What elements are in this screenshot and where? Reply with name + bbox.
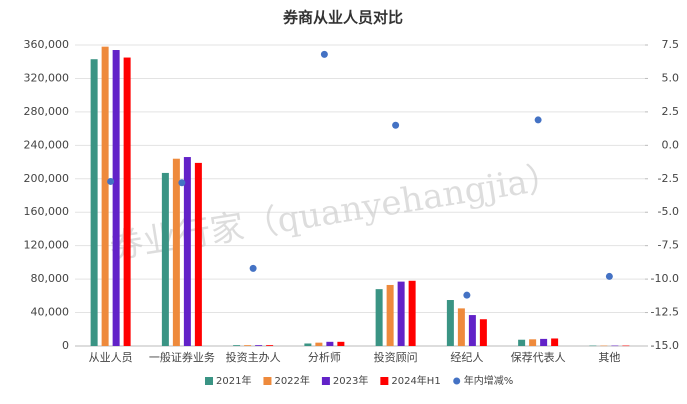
- bar: [468, 315, 476, 346]
- bar: [304, 343, 312, 346]
- bar: [123, 57, 131, 347]
- bar: [244, 345, 252, 346]
- bar: [337, 341, 345, 346]
- bar: [479, 319, 487, 346]
- bar: [518, 339, 526, 346]
- y2-tick-label: 5.0: [662, 71, 680, 84]
- scatter-point: [392, 121, 400, 129]
- y-tick-label: 240,000: [24, 138, 70, 151]
- bar: [101, 46, 109, 347]
- scatter-point: [534, 116, 542, 124]
- bar: [446, 300, 454, 346]
- scatter-point: [320, 50, 328, 58]
- scatter-point: [605, 272, 613, 280]
- x-tick-label: 一般证券业务: [149, 350, 215, 364]
- bar: [255, 345, 263, 346]
- bar: [457, 308, 465, 346]
- bar: [529, 339, 537, 346]
- bar: [397, 281, 405, 346]
- x-tick-label: 分析师: [308, 350, 341, 364]
- x-tick-label: 保荐代表人: [511, 350, 566, 364]
- chart-title: 券商从业人员对比: [283, 9, 403, 27]
- y-tick-label: 80,000: [31, 272, 70, 285]
- bar: [375, 289, 383, 346]
- y2-tick-label: 7.5: [662, 38, 680, 51]
- y-tick-label: 120,000: [24, 239, 70, 252]
- scatter-point: [178, 179, 186, 187]
- y2-tick-label: -7.5: [658, 239, 679, 252]
- y-tick-label: 320,000: [24, 71, 70, 84]
- bar: [90, 59, 98, 346]
- bar: [161, 172, 169, 346]
- scatter-point: [107, 177, 115, 185]
- y2-tick-label: 0.0: [662, 138, 680, 151]
- y2-tick-label: -12.5: [651, 306, 679, 319]
- y2-tick-label: -10.0: [651, 272, 679, 285]
- bar: [233, 345, 241, 346]
- y-tick-label: 40,000: [31, 306, 70, 319]
- y2-tick-label: 2.5: [662, 105, 680, 118]
- y-tick-label: 280,000: [24, 105, 70, 118]
- legend-label: 2021年: [216, 374, 251, 387]
- legend-label: 2022年: [274, 374, 309, 387]
- bar: [386, 284, 394, 346]
- bar: [112, 50, 120, 347]
- y-tick-label: 360,000: [24, 38, 70, 51]
- legend-swatch: [380, 377, 389, 385]
- y-tick-label: 0: [62, 339, 69, 352]
- bar: [408, 280, 416, 346]
- bar: [600, 345, 608, 347]
- y2-tick-label: -15.0: [651, 339, 679, 352]
- bar: [315, 342, 323, 346]
- y-tick-label: 200,000: [24, 172, 70, 185]
- bar: [326, 341, 334, 346]
- x-tick-label: 从业人员: [89, 351, 133, 364]
- bar: [172, 158, 180, 346]
- scatter-point: [463, 291, 471, 299]
- legend-label: 2023年: [333, 374, 368, 387]
- bar: [183, 157, 191, 346]
- legend-swatch: [205, 377, 213, 385]
- x-tick-label: 投资顾问: [374, 350, 418, 364]
- bar: [194, 162, 202, 346]
- y2-tick-label: -2.5: [658, 172, 679, 185]
- x-tick-label: 经纪人: [450, 351, 483, 364]
- legend-label: 年内增减%: [464, 374, 514, 387]
- legend-label: 2024年H1: [391, 374, 440, 387]
- bar: [611, 345, 619, 347]
- bar: [266, 345, 274, 346]
- legend-swatch: [453, 377, 461, 385]
- x-tick-label: 其他: [598, 351, 620, 364]
- y2-tick-label: -5.0: [658, 205, 679, 218]
- scatter-point: [249, 264, 257, 272]
- bar: [589, 345, 597, 347]
- bar: [622, 345, 630, 347]
- bar: [551, 338, 559, 346]
- legend-swatch: [263, 377, 272, 385]
- legend-swatch: [321, 377, 330, 385]
- y-tick-label: 160,000: [24, 205, 70, 218]
- x-tick-label: 投资主办人: [226, 350, 281, 364]
- bar: [540, 338, 548, 346]
